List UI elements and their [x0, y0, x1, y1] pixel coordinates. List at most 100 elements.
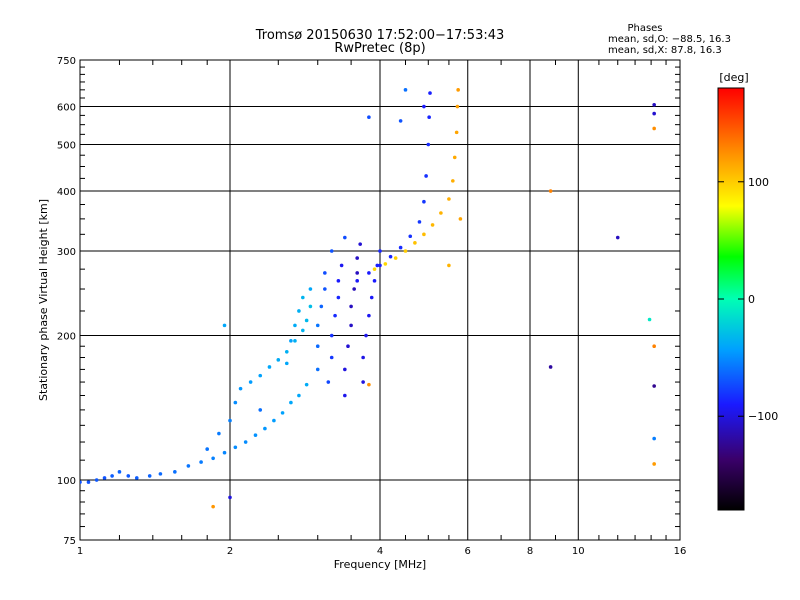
data-point — [301, 295, 305, 300]
data-point — [284, 349, 289, 354]
data-point — [228, 418, 232, 423]
data-point — [458, 217, 463, 221]
data-point — [652, 462, 656, 466]
data-point — [238, 386, 243, 391]
x-axis-ticks: 1 2 4 6 8 10 16 — [77, 546, 687, 557]
data-point — [253, 433, 258, 437]
data-point — [652, 384, 656, 388]
data-point — [336, 279, 341, 283]
data-point — [413, 241, 417, 245]
data-point — [398, 119, 403, 123]
data-point — [329, 355, 334, 360]
data-point — [319, 304, 324, 309]
data-point — [352, 287, 356, 291]
data-point — [80, 480, 82, 484]
data-points — [80, 88, 656, 509]
x-tick-label: 8 — [527, 546, 533, 557]
data-point — [361, 355, 365, 360]
x-axis-label: Frequency [MHz] — [334, 558, 426, 571]
data-point — [110, 474, 114, 478]
data-point — [228, 495, 232, 500]
data-point — [388, 254, 393, 259]
data-point — [222, 323, 227, 328]
stats-line-o: mean, sd,O: −88.5, 16.3 — [608, 34, 731, 45]
x-tick-label: 6 — [465, 546, 471, 557]
data-point — [94, 478, 99, 482]
data-point — [424, 174, 428, 178]
data-point — [323, 287, 327, 291]
data-point — [289, 339, 293, 343]
y-tick-label: 100 — [57, 476, 76, 487]
data-point — [378, 249, 382, 253]
data-point — [267, 365, 272, 369]
x-tick-label: 10 — [572, 546, 585, 557]
data-point — [158, 472, 163, 476]
data-point — [349, 323, 353, 328]
data-point — [615, 235, 620, 240]
data-point — [427, 115, 431, 120]
data-point — [301, 328, 305, 333]
data-point — [258, 373, 263, 378]
data-point — [326, 380, 331, 384]
stats-title: Phases — [627, 23, 662, 34]
data-point — [355, 279, 359, 283]
data-point — [647, 317, 652, 322]
data-point — [222, 450, 227, 455]
data-point — [430, 223, 435, 227]
data-point — [315, 367, 320, 372]
data-point — [186, 464, 191, 468]
x-tick-label: 4 — [377, 546, 383, 557]
data-point — [315, 344, 320, 349]
data-point — [454, 130, 459, 135]
data-point — [280, 411, 285, 415]
data-point — [367, 382, 371, 387]
data-point — [323, 271, 327, 275]
data-point — [652, 436, 656, 441]
data-point — [233, 400, 238, 405]
data-point — [272, 418, 276, 423]
y-tick-label: 300 — [57, 247, 76, 258]
data-point — [117, 470, 122, 474]
data-point — [263, 426, 267, 431]
data-point — [456, 88, 460, 92]
chart-title: Tromsø 20150630 17:52:00−17:53:43 — [255, 28, 505, 43]
data-point — [372, 279, 377, 283]
data-point — [339, 263, 344, 268]
data-point — [217, 431, 221, 436]
data-point — [333, 313, 337, 318]
data-point — [403, 88, 408, 92]
data-point — [422, 232, 426, 237]
data-point — [367, 115, 371, 120]
data-point — [428, 91, 432, 95]
data-point — [308, 287, 313, 291]
data-point — [293, 323, 297, 328]
data-point — [393, 256, 398, 260]
x-tick-label: 2 — [227, 546, 233, 557]
data-point — [447, 263, 451, 268]
data-point — [378, 263, 382, 268]
colorbar-ticks: 100 0 −100 — [718, 176, 778, 423]
x-tick-label: 1 — [77, 546, 83, 557]
data-point — [233, 445, 238, 450]
data-point — [86, 480, 91, 484]
data-point — [147, 474, 152, 478]
data-point — [652, 344, 656, 349]
data-point — [652, 111, 656, 116]
colorbar-tick-label: 0 — [748, 293, 755, 306]
data-point — [243, 440, 248, 444]
chart-subtitle: RwPretec (8p) — [334, 41, 425, 56]
data-point — [297, 393, 301, 398]
data-point — [439, 211, 443, 215]
data-point — [367, 271, 371, 275]
data-point — [375, 263, 380, 268]
y-axis-label: Stationary phase Virtual Height [km] — [37, 199, 50, 401]
data-point — [205, 447, 209, 451]
data-point — [343, 367, 347, 372]
y-tick-label: 200 — [57, 332, 76, 343]
data-point — [447, 197, 451, 201]
data-point — [284, 361, 289, 366]
data-point — [355, 256, 359, 260]
data-point — [199, 460, 203, 464]
y-tick-label: 400 — [57, 187, 76, 198]
